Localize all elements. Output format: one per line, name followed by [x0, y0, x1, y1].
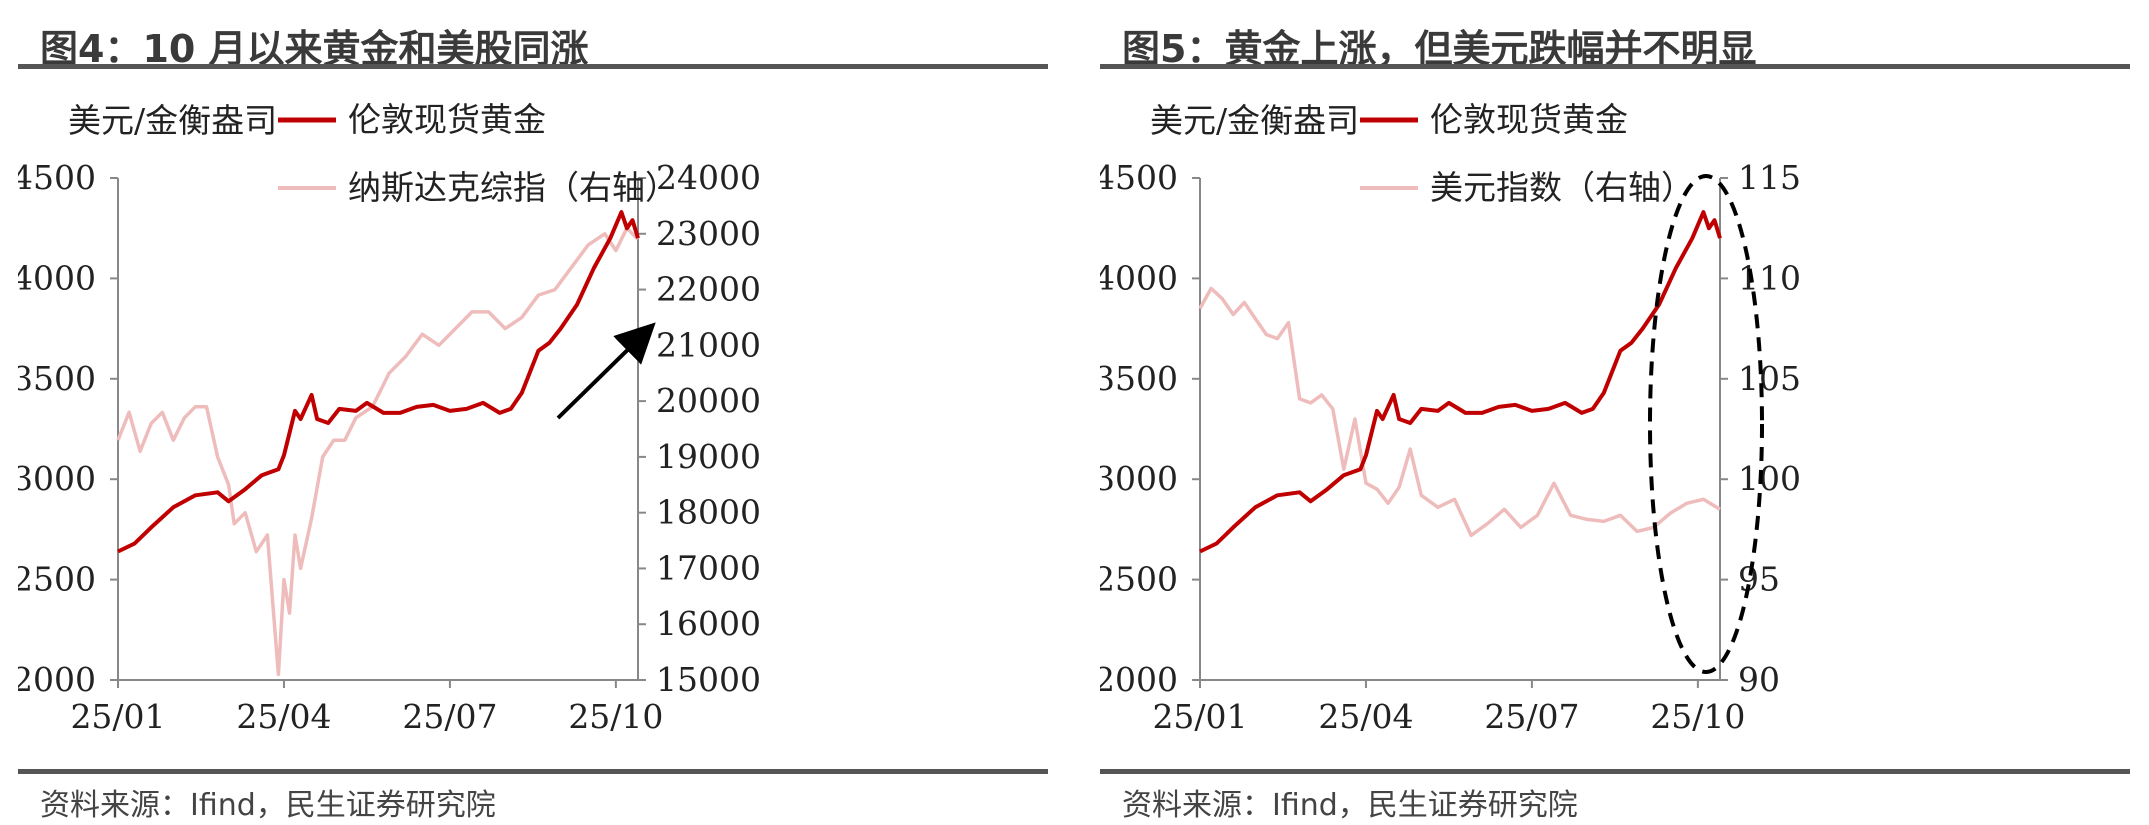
right-tick-label: 110: [1738, 258, 1801, 297]
chart-title: 图5：黄金上涨，但美元跌幅并不明显: [1122, 27, 1757, 71]
right-tick-label: 23000: [656, 214, 761, 253]
x-tick-label: 25/07: [1484, 697, 1579, 736]
x-tick-label: 25/01: [70, 697, 165, 736]
right-tick-label: 16000: [656, 604, 761, 643]
chart-title: 图4：10 月以来黄金和美股同涨: [40, 27, 589, 71]
secondary-series-line: [116, 226, 640, 677]
highlight-ellipse: [1648, 174, 1764, 674]
right-tick-label: 100: [1738, 459, 1801, 498]
secondary-series-line: [1198, 286, 1721, 538]
right-tick-label: 95: [1738, 560, 1780, 599]
right-tick-label: 20000: [656, 381, 761, 420]
right-tick-label: 18000: [656, 493, 761, 532]
legend-label: 美元指数（右轴）: [1430, 168, 1694, 207]
x-tick-label: 25/07: [402, 697, 497, 736]
left-tick-label: 4000: [18, 258, 96, 297]
left-tick-label: 2500: [1100, 560, 1178, 599]
source-divider: [18, 769, 1048, 774]
chart-panel-gold-nasdaq: 图4：10 月以来黄金和美股同涨 2000 2500 3000 3500 4000 450…: [18, 0, 1068, 825]
right-tick-label: 22000: [656, 270, 761, 309]
right-tick-label: 90: [1738, 660, 1780, 699]
right-tick-label: 24000: [656, 158, 761, 197]
gold-nasdaq-chart: 2000 2500 3000 3500 4000 4500 15000 16000 17000 1…: [18, 100, 761, 736]
trend-arrow: [556, 322, 656, 420]
left-axis-title: 美元/金衡盎司: [68, 101, 277, 140]
x-tick-label: 25/04: [236, 697, 331, 736]
chart-panel-gold-dollar: 图5：黄金上涨，但美元跌幅并不明显 2000 2500 3000 3500 4000 45…: [1100, 0, 2149, 825]
left-tick-label: 2000: [18, 660, 96, 699]
title-divider: [1100, 64, 2130, 69]
gold-dollar-chart: 2000 2500 3000 3500 4000 4500 90 95 100 105 110 115…: [1100, 100, 1801, 736]
left-tick-label: 3500: [1100, 359, 1178, 398]
left-tick-label: 4000: [1100, 258, 1178, 297]
source-note: 资料来源：Ifind，民生证券研究院: [40, 788, 496, 823]
gold-series-line: [117, 210, 640, 554]
left-tick-label: 2000: [1100, 660, 1178, 699]
left-tick-label: 4500: [1100, 158, 1178, 197]
gold-series-line: [1199, 210, 1722, 554]
x-tick-label: 25/10: [568, 697, 663, 736]
right-tick-label: 17000: [656, 548, 761, 587]
right-tick-label: 15000: [656, 660, 761, 699]
right-tick-label: 105: [1738, 359, 1801, 398]
legend-label: 伦敦现货黄金: [1430, 100, 1628, 139]
left-tick-label: 3000: [1100, 459, 1178, 498]
left-tick-label: 3500: [18, 359, 96, 398]
x-tick-label: 25/01: [1152, 697, 1247, 736]
title-divider: [18, 64, 1048, 69]
right-tick-label: 21000: [656, 325, 761, 364]
left-tick-label: 4500: [18, 158, 96, 197]
legend-label: 伦敦现货黄金: [348, 100, 546, 139]
right-tick-label: 115: [1738, 158, 1801, 197]
legend-label: 纳斯达克综指（右轴）: [348, 168, 678, 207]
left-tick-label: 3000: [18, 459, 96, 498]
x-tick-label: 25/10: [1650, 697, 1745, 736]
left-axis-title: 美元/金衡盎司: [1150, 101, 1359, 140]
right-tick-label: 19000: [656, 437, 761, 476]
source-note: 资料来源：Ifind，民生证券研究院: [1122, 788, 1578, 823]
x-tick-label: 25/04: [1318, 697, 1413, 736]
source-divider: [1100, 769, 2130, 774]
left-tick-label: 2500: [18, 560, 96, 599]
